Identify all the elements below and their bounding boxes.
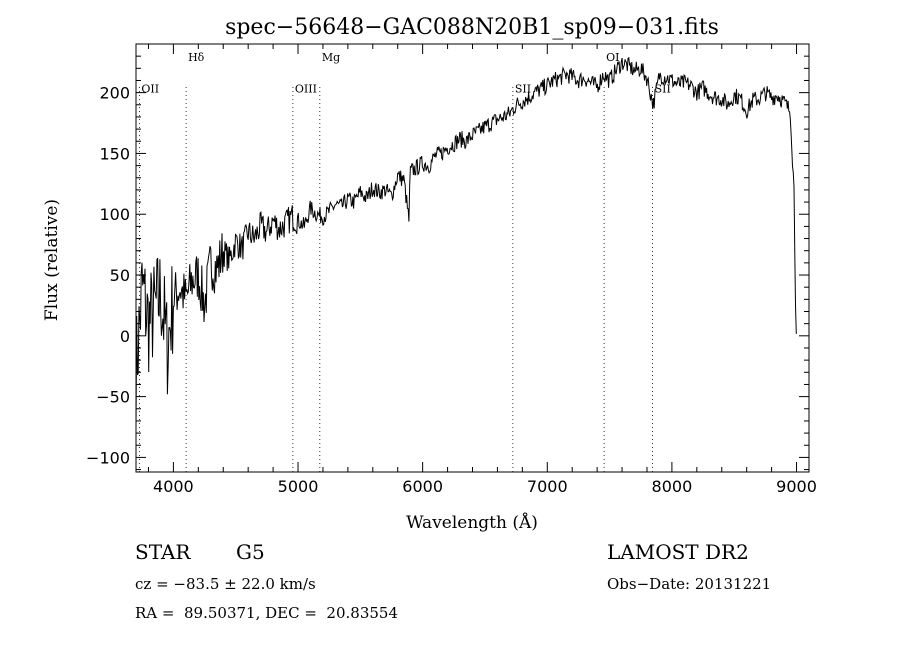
chart-title: spec−56648−GAC088N20B1_sp09−031.fits <box>225 15 719 40</box>
y-tick-label: 50 <box>110 266 130 285</box>
spectral-subclass: G5 <box>236 540 265 564</box>
plot-area: OII Hδ OIII Mg SII OI SII 4000 5000 6000 7000 8000 9… <box>86 43 817 496</box>
spectral-line-label: SII <box>515 83 531 96</box>
y-tick-label: 200 <box>99 84 130 103</box>
y-tick-label: 100 <box>99 205 130 224</box>
x-tick-label: 5000 <box>278 477 319 496</box>
x-tick-label: 4000 <box>153 477 194 496</box>
survey-name: LAMOST DR2 <box>607 540 749 564</box>
plot-frame <box>135 43 810 473</box>
velocity-readout: cz = −83.5 ± 22.0 km/s <box>135 575 316 593</box>
x-tick-label: 9000 <box>776 477 817 496</box>
y-tick-label: 150 <box>99 144 130 163</box>
spectral-line-label: OI <box>606 51 619 64</box>
y-tick-label: −100 <box>86 448 130 467</box>
x-tick-label: 6000 <box>402 477 443 496</box>
spectral-line-label: SII <box>655 83 671 96</box>
spectrum-line <box>135 56 797 428</box>
x-axis-label: Wavelength (Å) <box>406 512 538 533</box>
y-tick-label: −50 <box>96 388 130 407</box>
object-type: STAR <box>135 540 191 564</box>
spectral-line-label: OIII <box>295 83 317 96</box>
spectral-line-label: Mg <box>322 51 340 64</box>
coordinates-readout: RA = 89.50371, DEC = 20.83554 <box>135 604 399 622</box>
y-axis-label: Flux (relative) <box>42 199 62 321</box>
y-tick-label: 0 <box>120 327 130 346</box>
x-tick-label: 8000 <box>652 477 693 496</box>
spectral-line-label: OII <box>141 83 159 96</box>
observation-date: Obs−Date: 20131221 <box>607 575 772 593</box>
spectral-line-label: Hδ <box>188 51 205 64</box>
x-tick-label: 7000 <box>527 477 568 496</box>
